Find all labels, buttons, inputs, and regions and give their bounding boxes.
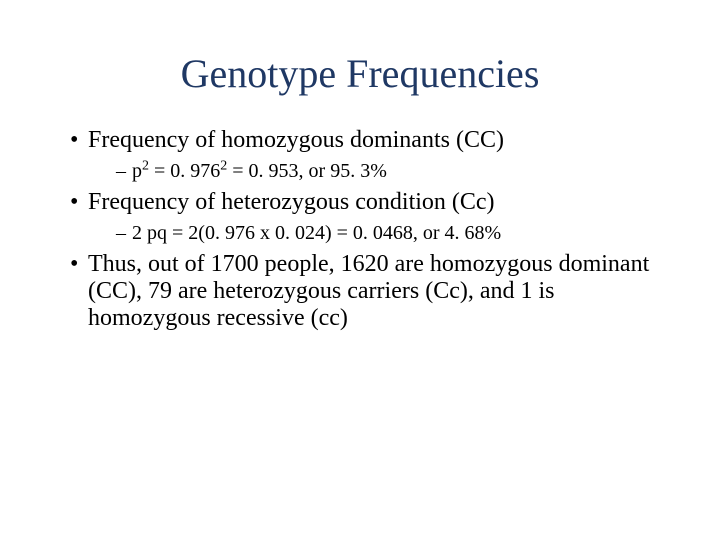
list-item: Frequency of heterozygous condition (Cc)… [70,189,670,245]
list-item: p2 = 0. 9762 = 0. 953, or 95. 3% [116,160,670,183]
list-item: 2 pq = 2(0. 976 x 0. 024) = 0. 0468, or … [116,222,670,245]
slide-container: Genotype Frequencies Frequency of homozy… [0,0,720,540]
sub-list: 2 pq = 2(0. 976 x 0. 024) = 0. 0468, or … [116,222,670,245]
bullet-text: Frequency of homozygous dominants (CC) [88,127,504,153]
sub-bullet-text: p2 = 0. 9762 = 0. 953, or 95. 3% [132,160,387,182]
sub-list: p2 = 0. 9762 = 0. 953, or 95. 3% [116,160,670,183]
list-item: Frequency of homozygous dominants (CC) p… [70,127,670,183]
list-item: Thus, out of 1700 people, 1620 are homoz… [70,251,670,332]
slide-title: Genotype Frequencies [50,50,670,97]
sub-bullet-text: 2 pq = 2(0. 976 x 0. 024) = 0. 0468, or … [132,222,501,244]
bullet-text: Thus, out of 1700 people, 1620 are homoz… [88,251,649,331]
bullet-text: Frequency of heterozygous condition (Cc) [88,189,495,215]
bullet-list: Frequency of homozygous dominants (CC) p… [70,127,670,332]
